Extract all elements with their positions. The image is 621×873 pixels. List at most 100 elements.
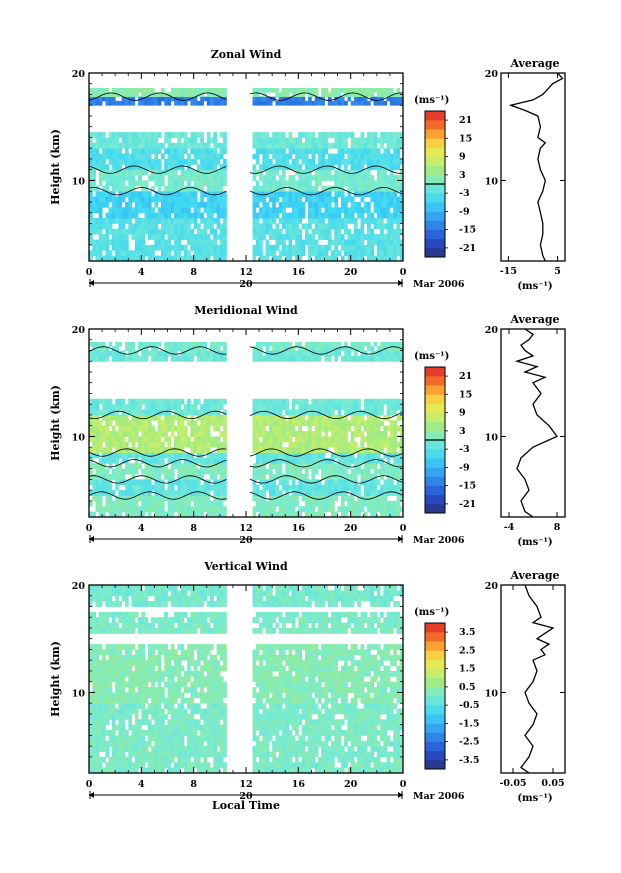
cell-4 — [111, 414, 116, 421]
cell-6 — [105, 88, 110, 93]
cell-3 — [360, 158, 365, 165]
cell-3 — [337, 153, 342, 160]
cell-0 — [308, 762, 312, 769]
cell-5 — [147, 96, 152, 102]
cell-1 — [138, 207, 142, 214]
cell-0 — [161, 511, 165, 518]
cell-1 — [285, 196, 289, 203]
cell-1 — [393, 484, 397, 491]
cell-0 — [291, 735, 296, 742]
cell-0 — [134, 255, 139, 262]
cell-4 — [350, 414, 355, 421]
cell-0 — [393, 735, 397, 742]
cell-0 — [210, 250, 214, 257]
cell-1 — [367, 479, 371, 486]
cell-4 — [314, 431, 319, 437]
cell-0 — [200, 735, 204, 742]
cell-4 — [223, 447, 227, 453]
cell-4 — [337, 142, 342, 149]
cell-6 — [157, 355, 162, 362]
cell-2 — [219, 185, 224, 192]
cell-0 — [177, 223, 181, 230]
cell-0 — [98, 234, 103, 240]
colorbar-tick-label: -9 — [459, 462, 470, 473]
cell-0 — [314, 746, 319, 752]
cell-5 — [393, 96, 397, 102]
cell-4 — [174, 436, 178, 443]
cell-2 — [92, 474, 96, 480]
cell-2 — [161, 468, 165, 475]
cell-4 — [370, 142, 374, 149]
cell-0 — [213, 762, 217, 769]
cell-5 — [138, 100, 142, 106]
cell-0 — [108, 762, 113, 769]
cell-1 — [334, 212, 338, 219]
cell-7 — [115, 341, 119, 347]
cell-4 — [98, 447, 103, 453]
cell-3 — [203, 153, 208, 160]
cell-5 — [285, 100, 289, 106]
cell-0 — [347, 506, 352, 513]
cell-0 — [157, 239, 162, 246]
cell-0 — [334, 255, 338, 262]
cell-1 — [350, 201, 355, 208]
cell-0 — [118, 250, 123, 257]
cell-0 — [223, 762, 227, 769]
cell-6 — [370, 88, 374, 93]
cell-1 — [399, 196, 404, 203]
cell-1 — [111, 490, 116, 496]
cell-0 — [331, 767, 335, 774]
cell-0 — [141, 751, 145, 758]
cell-2 — [347, 474, 352, 480]
cell-1 — [265, 212, 270, 219]
cell-4 — [360, 137, 365, 144]
cell-0 — [265, 244, 270, 251]
cell-4 — [98, 431, 103, 437]
cell-0 — [370, 244, 374, 251]
cell-0 — [291, 762, 296, 769]
cell-6 — [190, 350, 195, 357]
cell-3 — [272, 452, 276, 459]
cell-0 — [128, 250, 132, 257]
cell-6 — [360, 88, 365, 93]
cell-2 — [98, 463, 103, 470]
cell-2 — [223, 474, 227, 480]
cell-7 — [196, 346, 201, 351]
cell-3 — [138, 452, 142, 459]
cell-4 — [196, 425, 201, 432]
cell-0 — [282, 762, 286, 769]
cell-3 — [278, 148, 283, 154]
cell-0 — [216, 740, 221, 747]
cell-4 — [92, 414, 96, 421]
cell-4 — [357, 425, 361, 432]
cell-1 — [128, 479, 132, 486]
cell-1 — [157, 207, 162, 214]
cell-4 — [393, 142, 397, 149]
cell-6 — [223, 92, 227, 97]
cell-4 — [115, 436, 119, 443]
cell-0 — [357, 740, 361, 747]
cell-4 — [92, 420, 96, 427]
cell-2 — [331, 175, 335, 181]
cell-4 — [370, 436, 374, 443]
cell-3 — [177, 153, 181, 160]
cell-0 — [167, 500, 172, 507]
cell-6 — [144, 355, 149, 362]
cell-1 — [141, 191, 145, 197]
cell-3 — [367, 158, 371, 165]
cell-6 — [321, 350, 325, 357]
colorbar-tick-label: -15 — [459, 225, 476, 236]
cell-0 — [278, 756, 283, 763]
cell-0 — [380, 746, 384, 752]
cell-1 — [262, 201, 267, 208]
cell-0 — [350, 506, 355, 513]
cell-4 — [125, 425, 129, 432]
cell-0 — [344, 762, 348, 769]
cell-0 — [200, 740, 204, 747]
cell-6 — [98, 350, 103, 357]
cell-1 — [177, 479, 181, 486]
cell-0 — [141, 740, 145, 747]
cell-1 — [210, 484, 214, 491]
cell-0 — [347, 756, 352, 763]
cell-3 — [177, 158, 181, 165]
